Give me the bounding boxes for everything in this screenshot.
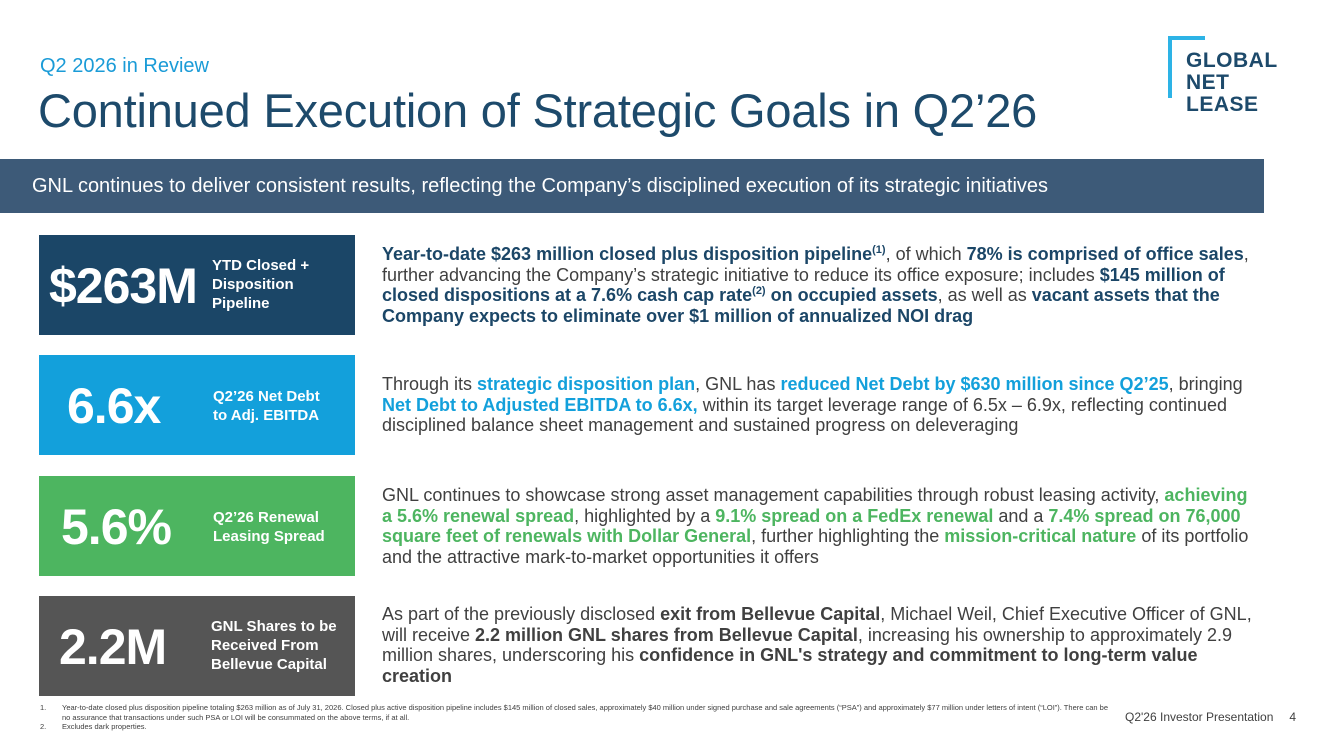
page-title: Continued Execution of Strategic Goals i… [38, 84, 1038, 137]
logo-accent-bar [1168, 36, 1172, 98]
metric-box-shares: 2.2M GNL Shares to be Received From Bell… [39, 596, 355, 696]
metric-value: $263M [49, 258, 198, 314]
presentation-name: Q2'26 Investor Presentation [1125, 710, 1274, 724]
metric-value: 5.6% [61, 499, 172, 555]
metric-label: Q2’26 Net Debt to Adj. EBITDA [213, 388, 320, 424]
metric-label: GNL Shares to be Received From Bellevue … [211, 618, 337, 673]
description-net-debt: Through its strategic disposition plan, … [382, 374, 1243, 435]
summary-banner: GNL continues to deliver consistent resu… [0, 159, 1264, 213]
footnotes: 1. Year-to-date closed plus disposition … [40, 703, 1110, 732]
company-logo: GLOBAL NET LEASE [1168, 36, 1298, 118]
footnote-ref-2: (2) [752, 285, 766, 297]
metric-box-renewal-spread: 5.6% Q2’26 Renewal Leasing Spread [39, 476, 355, 576]
logo-accent-top [1168, 36, 1205, 40]
footnote-ref-1: (1) [872, 244, 886, 256]
footnote-2: 2. Excludes dark properties. [40, 722, 147, 731]
page-footer: Q2'26 Investor Presentation 4 [1125, 710, 1296, 724]
section-kicker: Q2 2026 in Review [40, 55, 209, 77]
metric-label: Q2’26 Renewal Leasing Spread [213, 509, 325, 545]
metric-box-net-debt: 6.6x Q2’26 Net Debt to Adj. EBITDA [39, 355, 355, 455]
page-number: 4 [1289, 710, 1297, 724]
description-dispositions: Year-to-date $263 million closed plus di… [382, 244, 1249, 326]
metric-value: 6.6x [67, 378, 161, 434]
metric-value: 2.2M [59, 619, 167, 675]
footnote-1: 1. Year-to-date closed plus disposition … [40, 703, 1109, 722]
metric-label: YTD Closed + Disposition Pipeline [212, 257, 310, 312]
logo-wordmark: GLOBAL NET LEASE [1186, 49, 1278, 116]
description-renewal-spread: GNL continues to showcase strong asset m… [382, 485, 1249, 567]
description-shares: As part of the previously disclosed exit… [382, 604, 1252, 686]
metric-box-dispositions: $263M YTD Closed + Disposition Pipeline [39, 235, 355, 335]
